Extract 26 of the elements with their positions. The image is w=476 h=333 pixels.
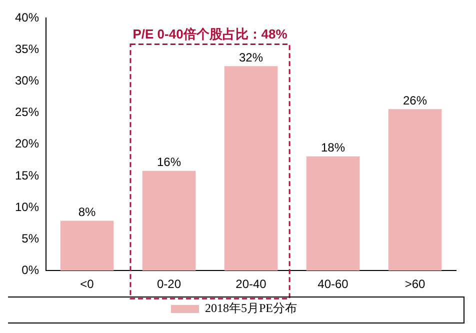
data-label: 26% [402,93,428,108]
y-tick-label: 40% [14,10,40,25]
y-tick-label: 25% [14,105,40,120]
bar [60,220,114,271]
bar [306,156,360,271]
data-label: 16% [156,155,182,170]
y-tick-label: 20% [14,136,40,151]
annotation: P/E 0-40倍个股占比：48% [132,26,288,42]
y-tick-label: 35% [14,42,40,56]
y-tick-label: 5% [22,231,40,246]
bar [388,109,442,271]
x-tick-label: 20-40 [236,277,267,292]
x-tick-label: <0 [80,277,94,292]
y-tick-label: 10% [14,200,40,214]
x-tick-label: 40-60 [318,277,349,292]
y-tick-label: 15% [14,168,40,182]
y-tick-label: 30% [14,74,40,88]
bar [224,66,278,271]
x-tick-label: 0-20 [156,277,182,292]
y-tick-label: 0% [22,262,40,277]
data-label: 18% [320,140,346,155]
x-tick-label: >60 [404,277,426,292]
legend-label: 2018年5月PE分布 [205,301,298,316]
data-label: 32% [238,50,264,64]
data-label: 8% [78,205,96,220]
bar [142,170,196,271]
